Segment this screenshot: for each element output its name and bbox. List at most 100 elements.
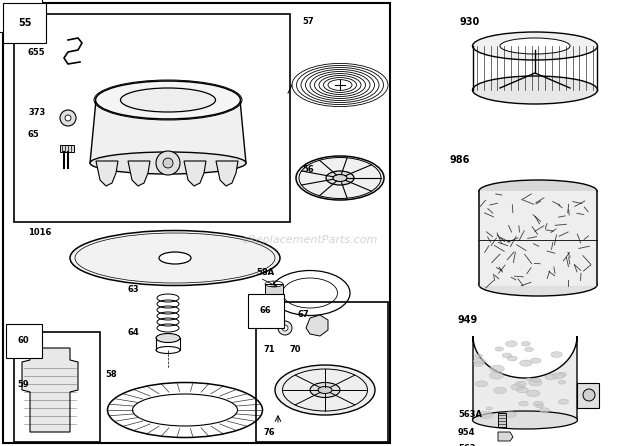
Text: 563A: 563A — [458, 410, 482, 419]
Text: 608: 608 — [7, 7, 27, 17]
Ellipse shape — [536, 404, 543, 408]
Text: 58A: 58A — [256, 268, 274, 277]
Polygon shape — [216, 161, 238, 186]
Text: 59: 59 — [17, 380, 29, 389]
Ellipse shape — [275, 365, 375, 415]
Ellipse shape — [159, 252, 191, 264]
Bar — [479, 191, 597, 286]
Ellipse shape — [539, 408, 549, 413]
Ellipse shape — [533, 401, 543, 406]
Circle shape — [65, 115, 71, 121]
Text: 68: 68 — [263, 315, 275, 324]
Ellipse shape — [90, 152, 246, 174]
Ellipse shape — [318, 387, 332, 393]
Bar — [60, 145, 74, 152]
Ellipse shape — [479, 180, 597, 202]
Ellipse shape — [495, 347, 503, 351]
Ellipse shape — [558, 380, 566, 384]
Ellipse shape — [551, 352, 562, 358]
Ellipse shape — [511, 384, 525, 390]
Ellipse shape — [516, 381, 526, 386]
Ellipse shape — [529, 380, 542, 386]
Ellipse shape — [507, 356, 517, 361]
Ellipse shape — [552, 373, 564, 379]
Text: 67: 67 — [298, 310, 309, 319]
Ellipse shape — [494, 387, 507, 393]
Ellipse shape — [333, 174, 347, 182]
Ellipse shape — [558, 372, 567, 377]
Text: 56: 56 — [302, 165, 314, 174]
Polygon shape — [90, 100, 246, 163]
Ellipse shape — [490, 365, 504, 372]
Ellipse shape — [517, 387, 528, 393]
Bar — [3, 3, 390, 443]
Ellipse shape — [531, 358, 541, 363]
Text: 76: 76 — [264, 428, 276, 437]
Polygon shape — [128, 161, 150, 186]
Ellipse shape — [526, 390, 540, 396]
Text: 655: 655 — [28, 48, 46, 57]
Text: 930: 930 — [460, 17, 481, 27]
Text: 63: 63 — [128, 285, 140, 294]
Ellipse shape — [95, 81, 241, 119]
Ellipse shape — [474, 362, 484, 367]
Ellipse shape — [296, 156, 384, 200]
Ellipse shape — [472, 411, 577, 429]
Circle shape — [156, 151, 180, 175]
Ellipse shape — [310, 383, 340, 397]
Text: 58: 58 — [105, 370, 117, 379]
Ellipse shape — [505, 412, 516, 417]
Ellipse shape — [502, 353, 512, 358]
Text: 563: 563 — [458, 444, 476, 446]
Circle shape — [163, 158, 173, 168]
Bar — [265, 284, 283, 298]
Ellipse shape — [479, 411, 493, 418]
Ellipse shape — [120, 88, 216, 112]
Ellipse shape — [70, 231, 280, 285]
Text: 57: 57 — [302, 17, 314, 26]
Polygon shape — [22, 348, 78, 432]
Text: 71: 71 — [263, 345, 275, 354]
Ellipse shape — [490, 372, 503, 379]
Text: 373: 373 — [28, 108, 45, 117]
Text: 60: 60 — [18, 336, 30, 345]
Ellipse shape — [326, 171, 354, 185]
Ellipse shape — [525, 347, 533, 351]
Text: eReplacementParts.com: eReplacementParts.com — [242, 235, 378, 245]
Ellipse shape — [472, 32, 598, 60]
Ellipse shape — [533, 378, 541, 383]
Ellipse shape — [526, 378, 532, 381]
Circle shape — [583, 389, 595, 401]
Ellipse shape — [505, 341, 517, 347]
Circle shape — [282, 325, 288, 331]
Ellipse shape — [545, 374, 557, 380]
Text: 1016: 1016 — [28, 228, 51, 237]
Ellipse shape — [475, 354, 482, 358]
Text: 949: 949 — [458, 315, 478, 325]
Ellipse shape — [476, 381, 487, 387]
Bar — [14, 14, 290, 222]
Text: 70: 70 — [290, 345, 301, 354]
Ellipse shape — [479, 274, 597, 296]
Ellipse shape — [520, 360, 532, 366]
Polygon shape — [473, 336, 577, 420]
Ellipse shape — [521, 342, 530, 346]
Ellipse shape — [486, 407, 492, 410]
Text: 65: 65 — [28, 130, 40, 139]
Polygon shape — [96, 161, 118, 186]
Bar — [14, 332, 100, 442]
Circle shape — [278, 321, 292, 335]
Ellipse shape — [474, 358, 485, 364]
Bar — [498, 413, 506, 427]
Text: 986: 986 — [450, 155, 471, 165]
Bar — [256, 302, 388, 442]
Ellipse shape — [156, 334, 180, 343]
Circle shape — [60, 110, 76, 126]
Ellipse shape — [519, 401, 528, 406]
Ellipse shape — [500, 38, 570, 54]
Text: 64: 64 — [128, 328, 140, 337]
Polygon shape — [577, 383, 599, 408]
Text: 55: 55 — [18, 18, 32, 28]
Polygon shape — [498, 432, 513, 441]
Polygon shape — [306, 315, 328, 336]
